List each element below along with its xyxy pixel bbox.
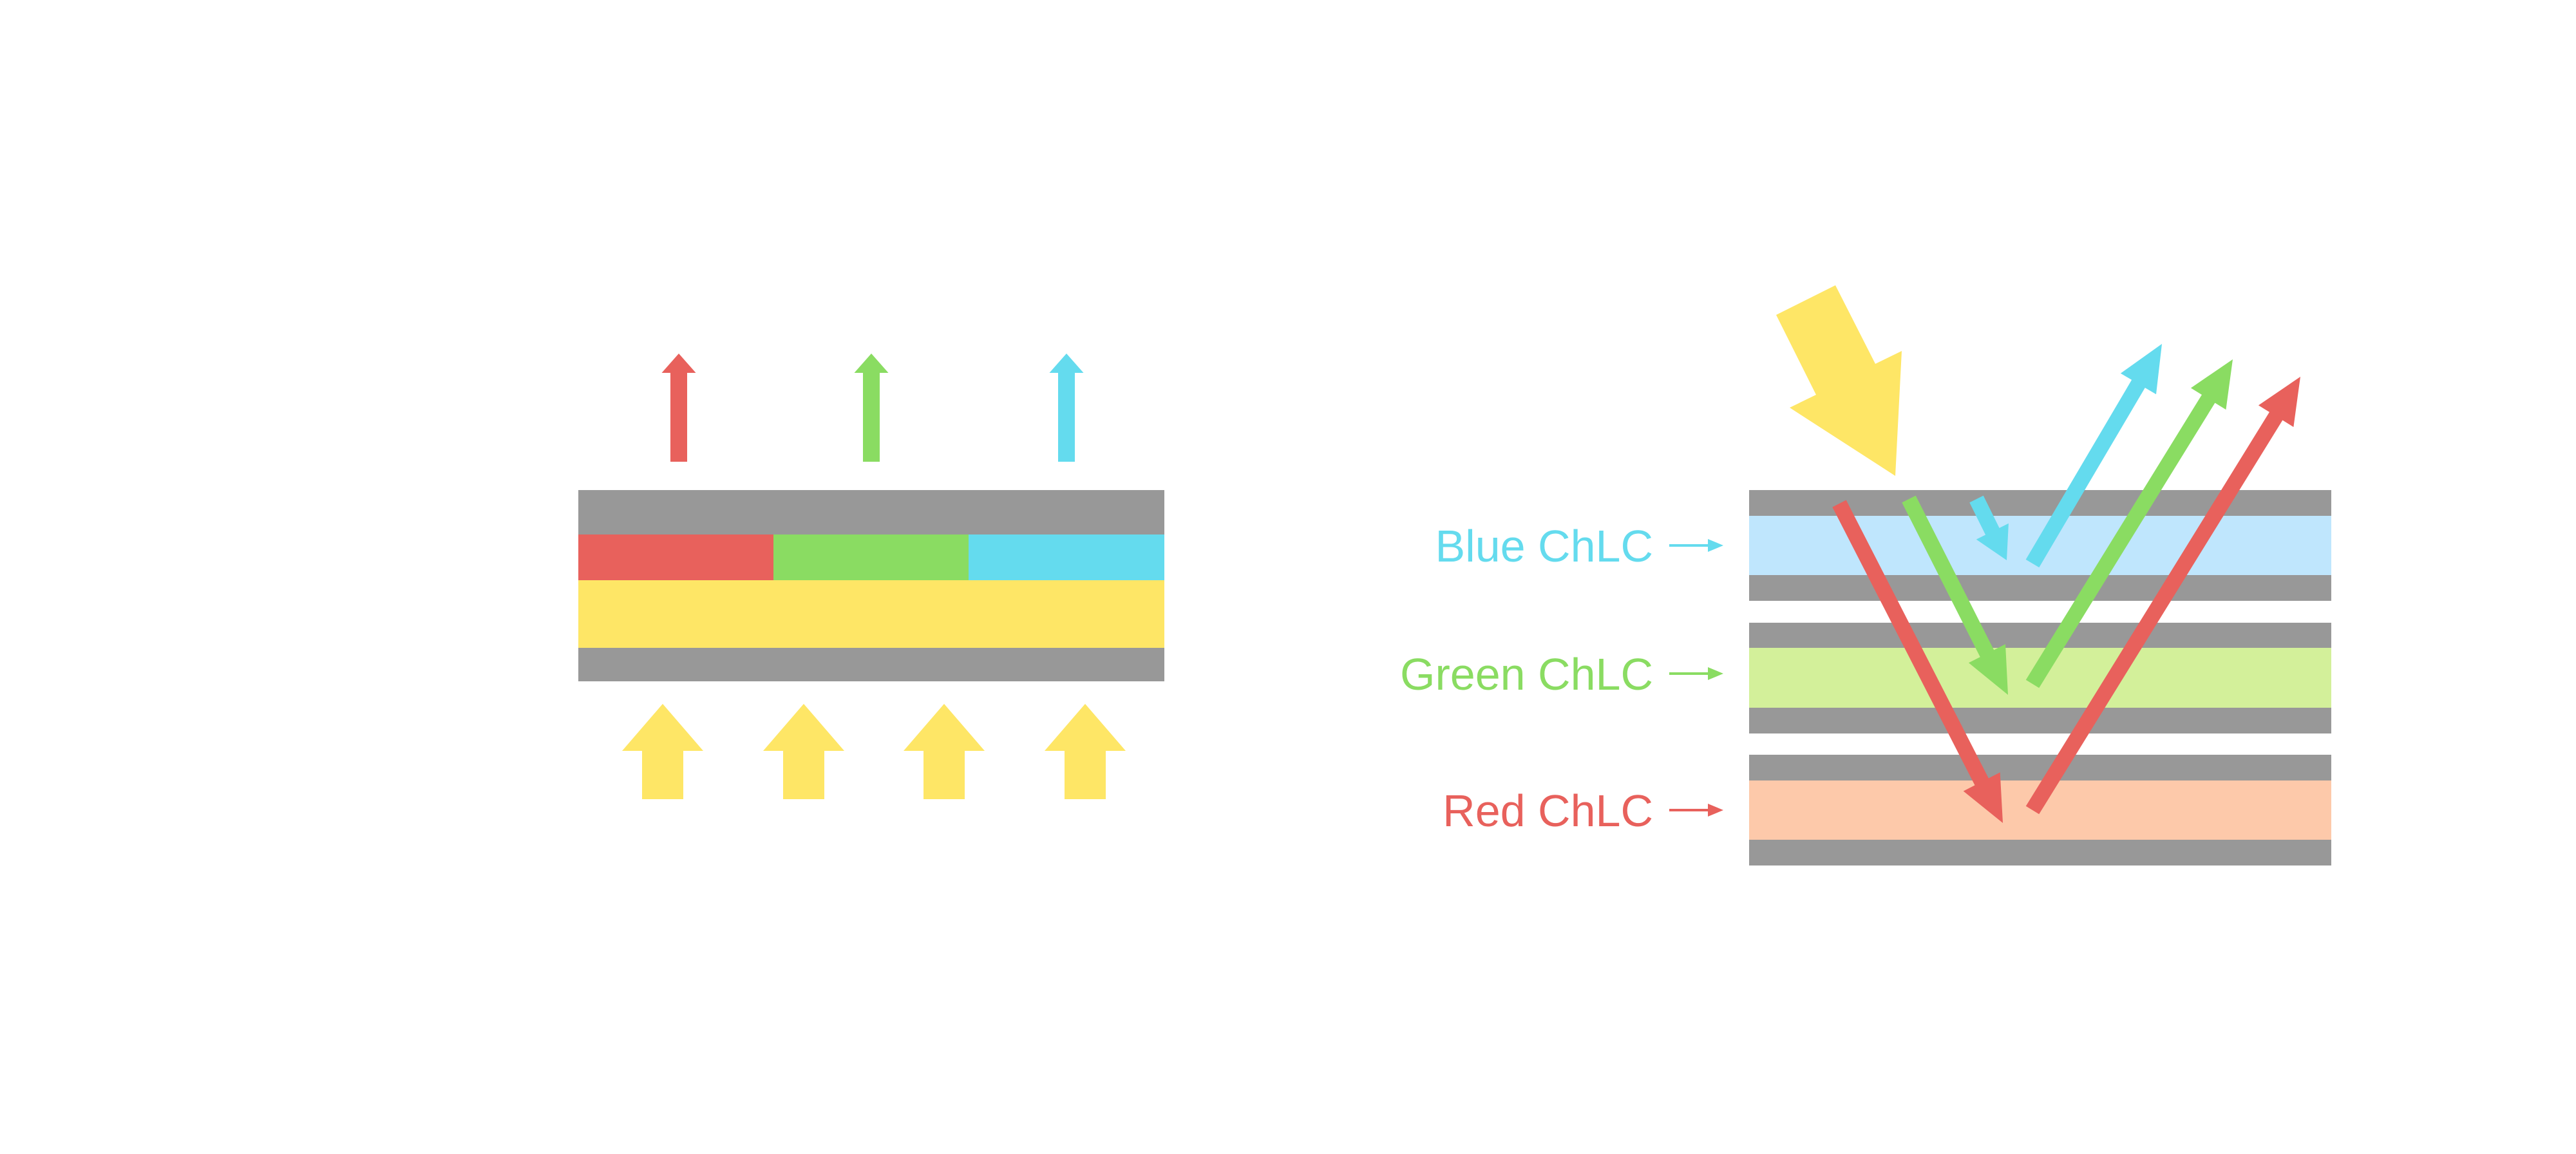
red-filter <box>578 534 773 580</box>
backlight-arrow-icon-3 <box>904 704 985 799</box>
bottom-electrode <box>578 648 1164 681</box>
yellow-layer <box>578 580 1164 648</box>
blue-reflected-ray-arrow-icon <box>2025 344 2162 568</box>
top-electrode <box>578 490 1164 534</box>
green-filter <box>773 534 969 580</box>
incident-light-arrow-icon <box>1776 285 1902 476</box>
green-chlc-top-electrode <box>1749 623 2331 648</box>
stacked-chlc-display <box>1669 285 2331 866</box>
blue-label-pointer-arrow-icon <box>1708 539 1723 552</box>
color-filter-display <box>578 354 1164 799</box>
green-chlc-bottom-electrode <box>1749 708 2331 733</box>
green-incident-ray-arrow-icon <box>1902 495 2008 695</box>
blue-chlc-bottom-electrode <box>1749 575 2331 601</box>
green-label-pointer-line <box>1669 672 1708 675</box>
blue-filter <box>969 534 1164 580</box>
green-output-arrow-icon <box>854 354 889 462</box>
red-output-arrow-icon <box>661 354 696 462</box>
green-reflected-ray-arrow-icon <box>2025 359 2233 688</box>
label-blue-chlc: Blue ChLC <box>1435 521 1653 571</box>
red-chlc-top-electrode <box>1749 755 2331 780</box>
blue-label-pointer-line <box>1669 544 1708 547</box>
green-label-pointer-arrow-icon <box>1708 667 1723 680</box>
backlight-arrow-icon-2 <box>763 704 844 799</box>
red-label-pointer-line <box>1669 809 1708 811</box>
backlight-arrow-icon-4 <box>1045 704 1126 799</box>
blue-incident-ray-arrow-icon <box>1969 495 2009 560</box>
label-red-chlc: Red ChLC <box>1443 786 1653 836</box>
backlight-arrow-icon-1 <box>622 704 703 799</box>
red-chlc-bottom-electrode <box>1749 840 2331 866</box>
red-reflected-ray-arrow-icon <box>2025 377 2300 815</box>
red-incident-ray-arrow-icon <box>1832 500 2003 823</box>
blue-output-arrow-icon <box>1049 354 1084 462</box>
red-label-pointer-arrow-icon <box>1708 804 1723 817</box>
label-green-chlc: Green ChLC <box>1400 649 1653 699</box>
